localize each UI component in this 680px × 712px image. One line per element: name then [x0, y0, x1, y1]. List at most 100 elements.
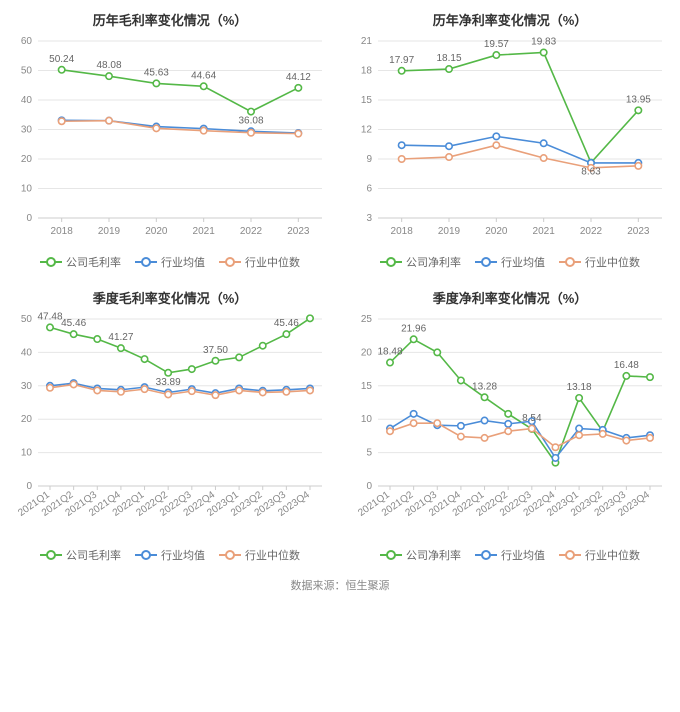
legend-item: 行业均值 — [475, 254, 545, 270]
data-label: 8.54 — [522, 413, 542, 424]
series-marker — [260, 389, 266, 395]
series-marker — [410, 411, 416, 417]
legend: 公司净利率 行业均值 行业中位数 — [342, 248, 678, 278]
y-tick-label: 12 — [361, 125, 373, 136]
series-marker — [106, 117, 112, 123]
x-tick-label: 2019 — [438, 226, 461, 237]
legend-swatch — [135, 257, 157, 267]
data-label: 45.46 — [61, 318, 86, 329]
legend: 公司净利率 行业均值 行业中位数 — [342, 541, 678, 571]
panel-net-quarterly: 季度净利率变化情况（%） 05101520252021Q12021Q22021Q… — [340, 278, 680, 571]
data-label: 50.24 — [49, 54, 74, 65]
series-marker — [446, 143, 452, 149]
legend-label: 行业均值 — [501, 547, 545, 563]
chart-plot: 010203040502021Q12021Q22021Q32021Q42022Q… — [2, 311, 338, 541]
y-tick-label: 18 — [361, 66, 373, 77]
data-label: 45.63 — [144, 67, 169, 78]
series-marker — [505, 428, 511, 434]
y-tick-label: 15 — [361, 381, 373, 392]
data-label: 33.89 — [156, 377, 181, 388]
series-marker — [647, 435, 653, 441]
legend-swatch — [559, 550, 581, 560]
legend-item: 公司毛利率 — [40, 547, 121, 563]
series-marker — [248, 108, 254, 114]
legend-swatch — [40, 257, 62, 267]
legend-label: 行业均值 — [501, 254, 545, 270]
series-marker — [398, 68, 404, 74]
x-tick-label: 2022 — [580, 226, 603, 237]
data-label: 19.83 — [531, 37, 556, 48]
data-label: 37.50 — [203, 345, 228, 356]
legend-label: 行业均值 — [161, 547, 205, 563]
x-tick-label: 2018 — [51, 226, 74, 237]
series-marker — [189, 366, 195, 372]
y-tick-label: 21 — [361, 36, 373, 47]
data-label: 13.95 — [626, 94, 651, 105]
chart-title: 历年净利率变化情况（%） — [342, 4, 678, 33]
y-tick-label: 10 — [361, 414, 373, 425]
series-marker — [635, 163, 641, 169]
panel-gross-annual: 历年毛利率变化情况（%） 010203040506020182019202020… — [0, 0, 340, 278]
legend-swatch — [380, 257, 402, 267]
legend-item: 公司毛利率 — [40, 254, 121, 270]
data-label: 41.27 — [108, 332, 133, 343]
series-marker — [165, 391, 171, 397]
legend-swatch — [40, 550, 62, 560]
series-marker — [505, 421, 511, 427]
data-label: 19.57 — [484, 39, 509, 50]
series-marker — [106, 73, 112, 79]
data-label: 44.12 — [286, 72, 311, 83]
data-label: 18.48 — [377, 347, 402, 358]
legend-swatch — [559, 257, 581, 267]
series-marker — [623, 373, 629, 379]
series-marker — [576, 425, 582, 431]
series-marker — [552, 455, 558, 461]
legend-label: 公司毛利率 — [66, 547, 121, 563]
charts-grid: 历年毛利率变化情况（%） 010203040506020182019202020… — [0, 0, 680, 571]
series-marker — [505, 411, 511, 417]
series-marker — [387, 428, 393, 434]
series-marker — [189, 388, 195, 394]
y-tick-label: 5 — [366, 448, 372, 459]
series-marker — [493, 52, 499, 58]
x-tick-label: 2022 — [240, 226, 263, 237]
y-tick-label: 25 — [361, 314, 373, 325]
legend-swatch — [135, 550, 157, 560]
x-tick-label: 2019 — [98, 226, 121, 237]
y-tick-label: 20 — [21, 414, 33, 425]
legend-swatch — [475, 257, 497, 267]
series-marker — [387, 359, 393, 365]
series-marker — [635, 107, 641, 113]
y-tick-label: 15 — [361, 95, 373, 106]
series-marker — [481, 435, 487, 441]
series-marker — [623, 437, 629, 443]
y-tick-label: 40 — [21, 95, 33, 106]
legend-item: 行业均值 — [135, 254, 205, 270]
legend-item: 行业中位数 — [559, 254, 640, 270]
x-tick-label: 2021 — [533, 226, 556, 237]
chart-plot: 010203040506020182019202020212022202350.… — [2, 33, 338, 248]
series-marker — [647, 374, 653, 380]
legend-label: 公司净利率 — [406, 547, 461, 563]
series-marker — [307, 387, 313, 393]
y-tick-label: 9 — [366, 154, 372, 165]
series-marker — [153, 125, 159, 131]
series-marker — [529, 425, 535, 431]
series-marker — [493, 142, 499, 148]
series-marker — [307, 315, 313, 321]
series-marker — [458, 377, 464, 383]
x-tick-label: 2023 — [627, 226, 650, 237]
y-tick-label: 10 — [21, 184, 33, 195]
legend-item: 公司净利率 — [380, 254, 461, 270]
y-tick-label: 50 — [21, 66, 33, 77]
y-tick-label: 50 — [21, 314, 33, 325]
y-tick-label: 30 — [21, 381, 33, 392]
series-marker — [47, 324, 53, 330]
y-tick-label: 6 — [366, 184, 372, 195]
series-marker — [600, 431, 606, 437]
legend-item: 行业中位数 — [219, 254, 300, 270]
series-marker — [94, 336, 100, 342]
chart-plot: 3691215182120182019202020212022202317.97… — [342, 33, 678, 248]
series-marker — [118, 389, 124, 395]
legend-label: 行业中位数 — [245, 254, 300, 270]
